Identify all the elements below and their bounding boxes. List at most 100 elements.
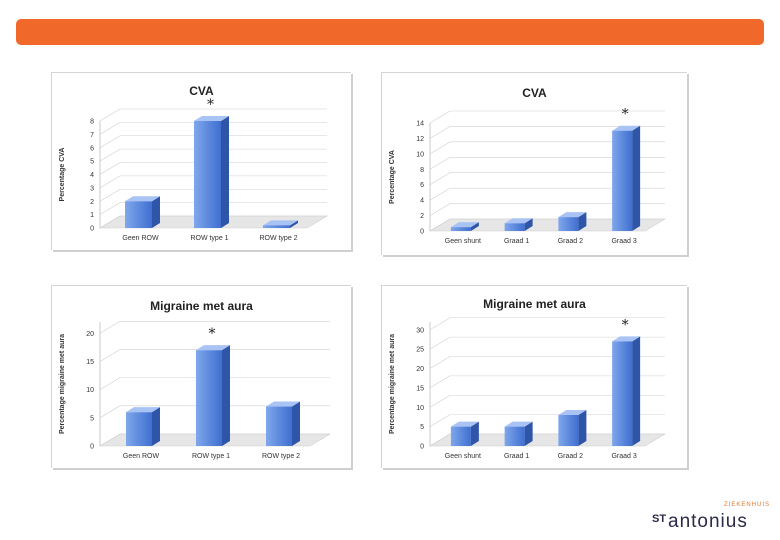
y-tick-label: 14 (416, 121, 424, 128)
chart-migraine-row: Migraine met aura Percentage migraine met… (51, 285, 351, 468)
y-tick-label: 0 (420, 229, 424, 236)
gridline-diag (429, 187, 451, 201)
y-tick-label: 12 (416, 136, 424, 143)
bar-front (266, 406, 292, 446)
bar-0 (450, 421, 479, 446)
x-category-label: ROW type 2 (262, 453, 300, 460)
gridline-diag (99, 148, 121, 162)
header-accent-bar (16, 19, 764, 45)
y-tick-label: 7 (90, 132, 94, 139)
y-tick-label: 15 (416, 385, 424, 392)
x-category-label: Graad 3 (611, 453, 636, 460)
y-tick-label: 5 (90, 415, 94, 422)
y-tick-label: 20 (416, 366, 424, 373)
chart-cva-row-svg: CVA Percentage CVA 0 1 2 3 4 5 6 7 8 Geen ROW ROW ty… (59, 84, 329, 242)
x-category-label: Graad 2 (558, 453, 583, 460)
gridline-diag (429, 126, 451, 139)
bar-top (194, 116, 229, 121)
bar-2 (263, 220, 298, 228)
y-tick-label: 1 (90, 212, 94, 219)
bar-top (266, 401, 300, 407)
bar-side (222, 345, 230, 446)
gridline-diag (429, 433, 451, 447)
bar-side (632, 125, 641, 231)
significance-marker: * (207, 97, 214, 113)
bar-front (196, 350, 222, 446)
bar-side (152, 196, 160, 228)
bar-front (504, 223, 525, 231)
x-category-label: Geen shunt (445, 238, 481, 245)
gridline-diag (429, 110, 451, 124)
bar-front (612, 130, 633, 231)
x-category-label: Graad 3 (611, 238, 636, 245)
bar-top (504, 218, 533, 224)
y-tick-label: 5 (420, 424, 424, 431)
bar-front (450, 227, 471, 231)
bar-side (578, 212, 587, 231)
x-category-label: ROW type 2 (259, 235, 297, 242)
gridline-diag (99, 202, 121, 215)
x-category-label: ROW type 1 (190, 235, 228, 242)
gridline-diag (99, 122, 121, 135)
y-tick-label: 10 (416, 151, 424, 158)
bar-1 (196, 345, 230, 446)
bar-side (524, 218, 533, 231)
y-tick-label: 5 (90, 159, 94, 166)
y-axis-label: Percentage migraine met aura (59, 334, 66, 434)
y-tick-label: 20 (86, 331, 94, 338)
y-axis-label: Percentage migraine met aura (389, 334, 396, 434)
y-tick-label: 8 (90, 119, 94, 126)
y-tick-label: 0 (90, 444, 94, 451)
gridline-diag (99, 162, 121, 175)
gridline-diag (429, 414, 451, 427)
bar-side (470, 421, 479, 446)
bar-side (632, 336, 641, 446)
bar-front (126, 412, 152, 446)
bar-front (612, 341, 633, 446)
bar-top (558, 212, 587, 218)
x-category-label: Geen shunt (445, 453, 481, 460)
bar-top (504, 421, 533, 427)
bar-front (558, 415, 579, 446)
chart-title: CVA (189, 84, 214, 98)
gridline-diag (99, 135, 121, 149)
bar-0 (450, 222, 479, 231)
logo-subtitle: ZIEKENHUIS (723, 502, 770, 508)
gridline-diag (429, 336, 451, 350)
chart-title: Migraine met aura (150, 299, 253, 313)
bar-1 (194, 116, 229, 228)
gridline-diag (429, 375, 451, 389)
significance-marker: * (622, 107, 629, 123)
bar-front (125, 201, 152, 228)
y-tick-label: 6 (420, 182, 424, 189)
bar-front (450, 426, 471, 446)
x-category-label: Geen ROW (122, 235, 159, 242)
gridline-diag (429, 172, 451, 185)
x-category-label: Geen ROW (123, 453, 160, 460)
y-tick-label: 8 (420, 167, 424, 174)
bar-top (558, 410, 587, 415)
bar-top (263, 220, 298, 226)
y-tick-label: 0 (90, 226, 94, 233)
x-category-label: Graad 1 (504, 238, 529, 245)
significance-marker: * (622, 317, 629, 333)
gridline-diag (429, 394, 451, 408)
bar-2 (558, 410, 587, 446)
y-tick-label: 6 (90, 145, 94, 152)
y-tick-label: 30 (416, 327, 424, 334)
bar-1 (504, 218, 533, 231)
y-tick-label: 10 (86, 387, 94, 394)
y-tick-label: 10 (416, 405, 424, 412)
bar-side (292, 401, 300, 446)
chart-cva-shunt: CVA Percentage CVA 0 2 4 6 8 10 12 14 Geen shunt Gr… (381, 72, 687, 255)
bar-top (125, 196, 160, 202)
bar-side (470, 222, 479, 231)
bar-1 (504, 421, 533, 446)
gridline-diag (429, 317, 451, 331)
gridline-diag (99, 321, 121, 334)
bar-top (612, 125, 641, 131)
bar-2 (558, 212, 587, 231)
bar-front (194, 121, 221, 228)
gridline-diag (99, 215, 121, 229)
y-tick-label: 2 (420, 213, 424, 220)
